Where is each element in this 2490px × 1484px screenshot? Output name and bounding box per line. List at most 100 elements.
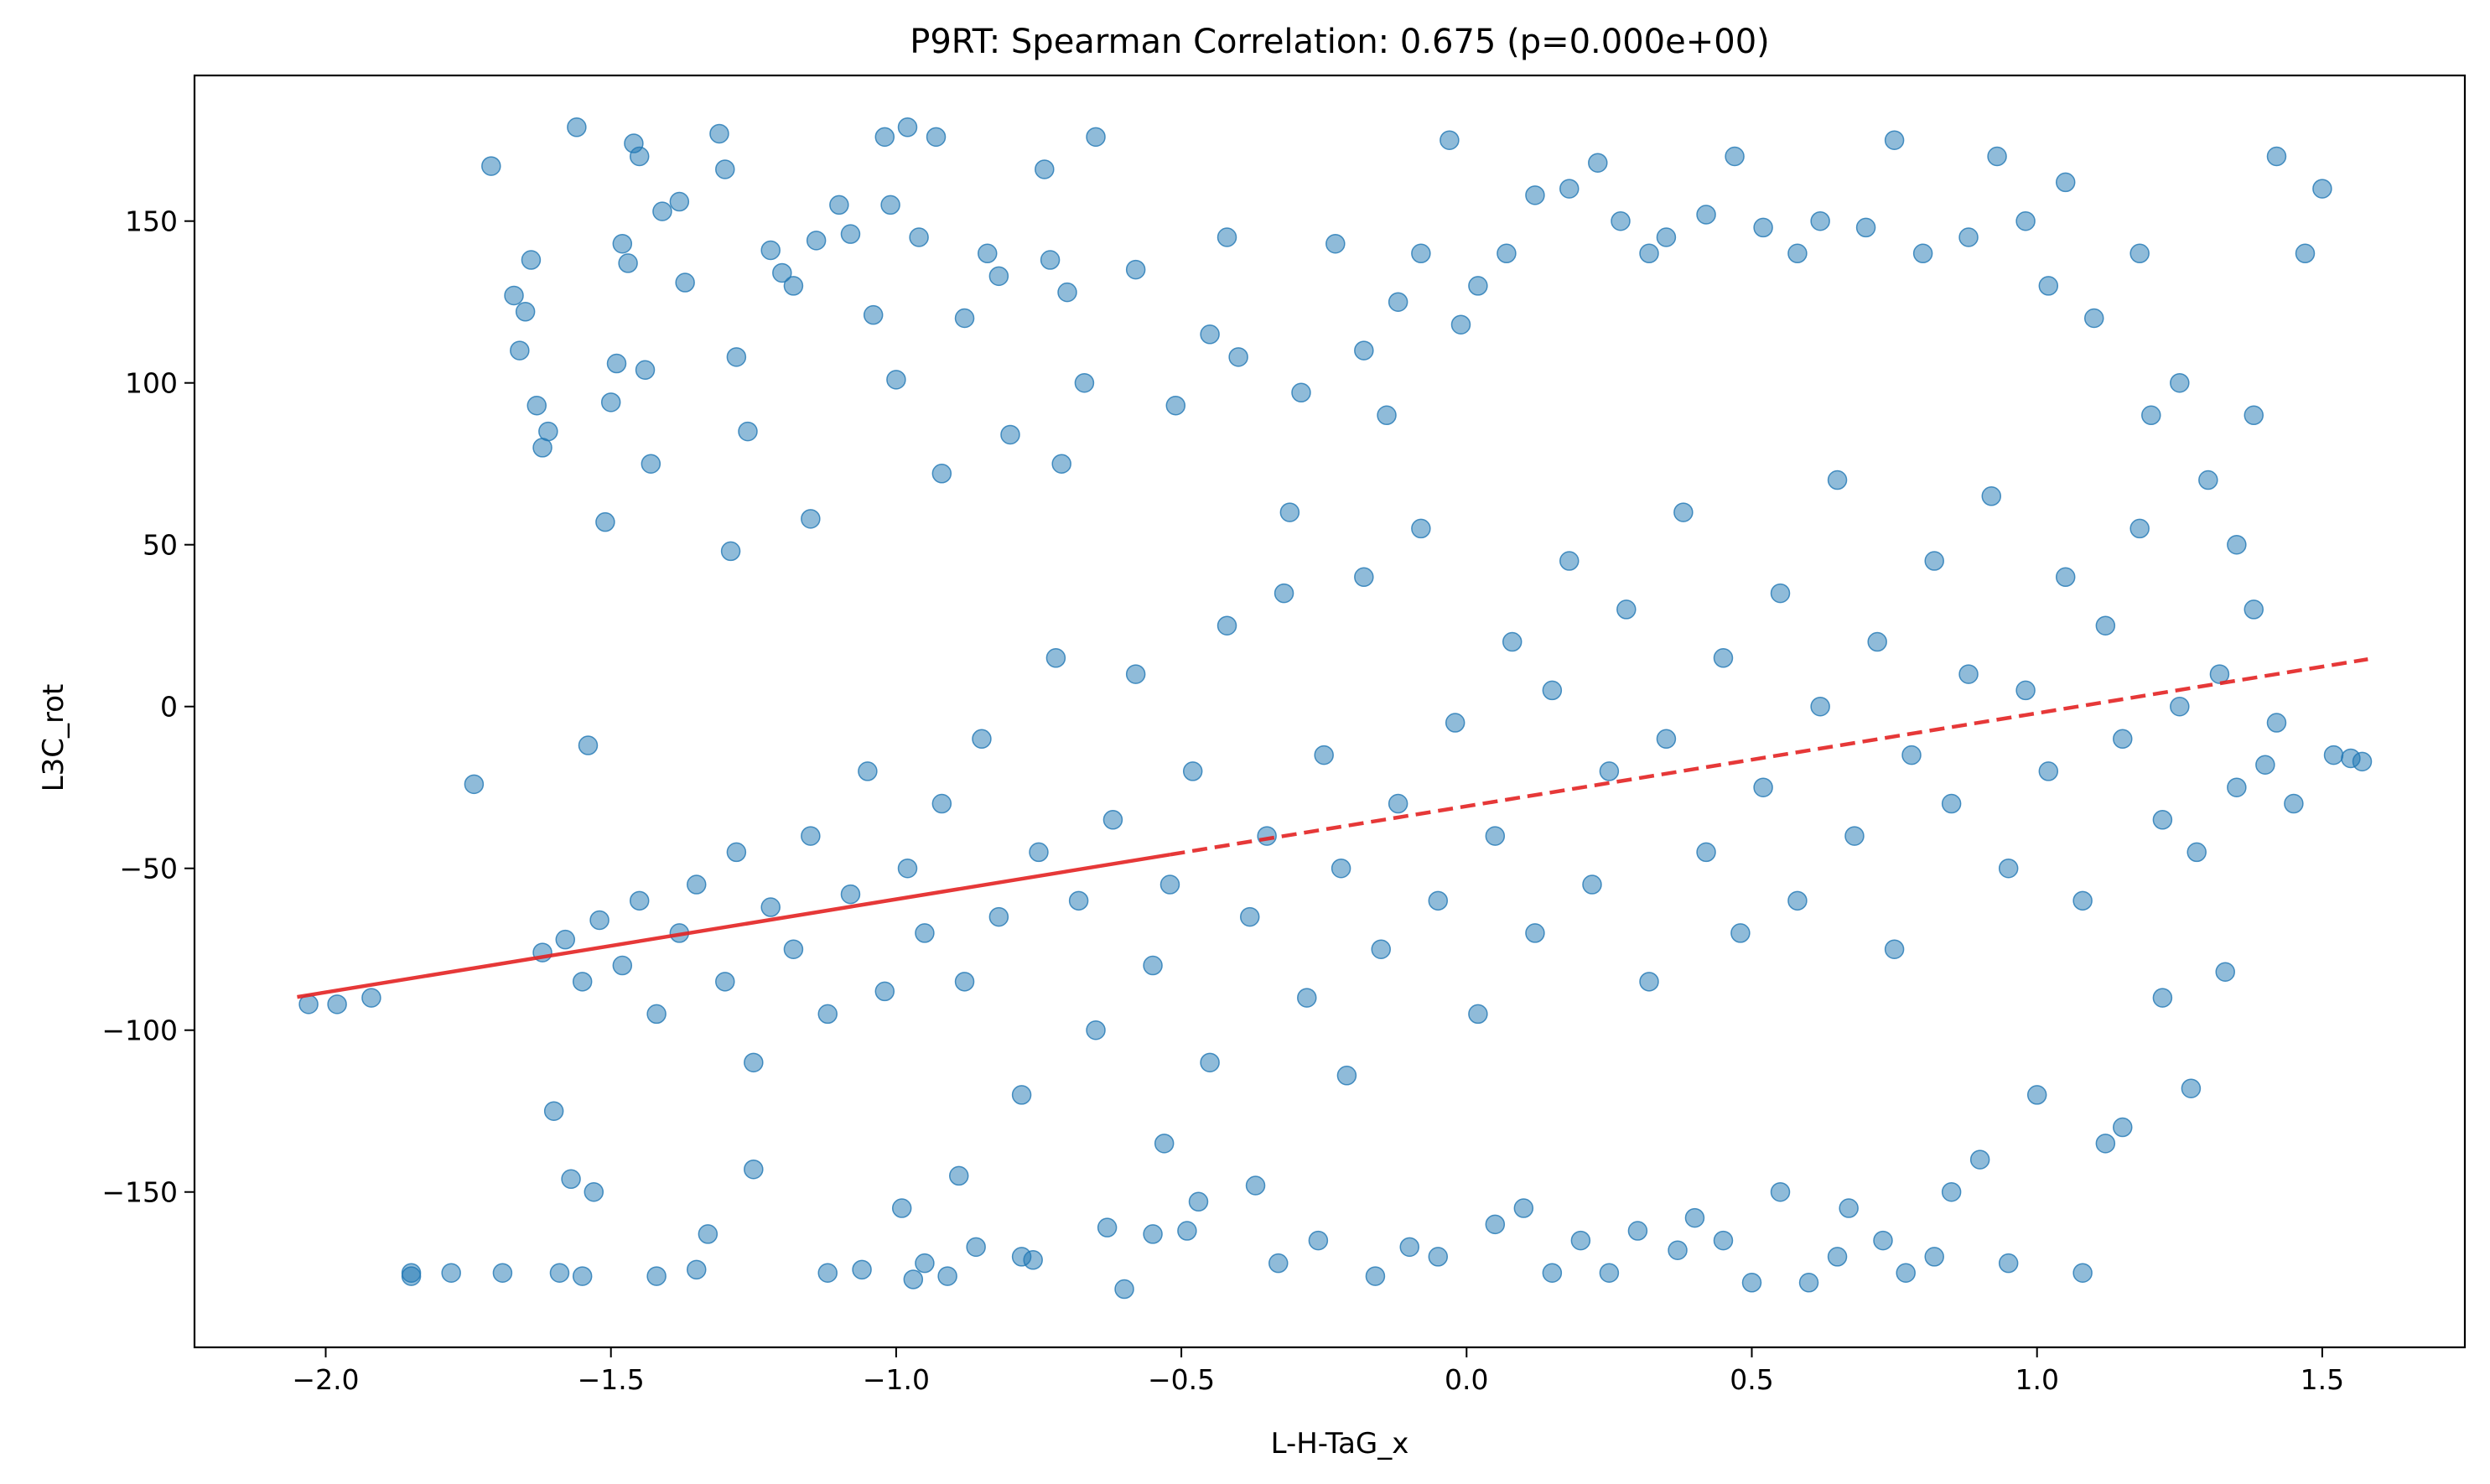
scatter-point	[1827, 1247, 1848, 1267]
plot-frame	[193, 74, 2467, 1349]
scatter-point	[840, 884, 861, 905]
scatter-point	[1377, 405, 1397, 426]
scatter-point	[1810, 696, 1830, 717]
scatter-point	[1941, 1181, 1962, 1202]
scatter-point	[646, 1266, 667, 1286]
scatter-point	[567, 117, 587, 138]
scatter-point	[1770, 1181, 1791, 1202]
scatter-point	[1308, 1230, 1329, 1251]
y-tick-label: 150	[125, 205, 178, 238]
scatter-point	[806, 231, 827, 251]
scatter-point	[926, 127, 947, 148]
scatter-point	[801, 826, 821, 846]
scatter-point	[612, 955, 633, 976]
scatter-point	[801, 509, 821, 529]
scatter-point	[1291, 382, 1311, 403]
scatter-point	[1216, 615, 1237, 636]
scatter-point	[1428, 1247, 1449, 1267]
scatter-point	[1713, 648, 1734, 668]
scatter-point	[1611, 210, 1631, 231]
scatter-point	[1040, 250, 1061, 270]
scatter-point	[1941, 793, 1962, 814]
scatter-point	[1656, 227, 1677, 247]
scatter-point	[863, 304, 884, 325]
scatter-point	[1924, 551, 1944, 571]
scatter-point	[1428, 890, 1449, 911]
scatter-point	[760, 897, 781, 917]
scatter-point	[2244, 405, 2264, 426]
scatter-point	[1725, 146, 1745, 167]
scatter-point	[891, 1198, 912, 1218]
scatter-point	[783, 276, 804, 296]
scatter-point	[1411, 518, 1431, 539]
scatter-point	[675, 272, 695, 293]
scatter-point	[555, 929, 576, 950]
scatter-point	[909, 227, 929, 247]
scatter-point	[1388, 793, 1408, 814]
x-tick-label: −1.5	[578, 1363, 645, 1396]
scatter-point	[1182, 761, 1203, 781]
scatter-point	[1200, 324, 1220, 345]
scatter-point	[2227, 777, 2247, 797]
scatter-point	[1525, 923, 1545, 943]
scatter-point	[1684, 1207, 1705, 1228]
x-tick-label: 0.0	[1445, 1363, 1488, 1396]
scatter-point	[1542, 680, 1563, 701]
scatter-point	[840, 224, 861, 244]
x-axis-label: L-H-TaG_x	[1271, 1427, 1409, 1461]
scatter-point	[1713, 1230, 1734, 1251]
scatter-point	[858, 761, 878, 781]
scatter-point	[1011, 1085, 1032, 1105]
scatter-point	[744, 1159, 764, 1180]
scatter-point	[886, 370, 906, 390]
scatter-point	[1924, 1247, 1944, 1267]
scatter-point	[1051, 454, 1071, 474]
scatter-point	[2152, 988, 2173, 1008]
scatter-point	[1068, 890, 1089, 911]
scatter-point	[1673, 502, 1694, 522]
scatter-point	[1188, 1191, 1209, 1212]
scatter-point	[1388, 292, 1408, 312]
scatter-point	[1331, 858, 1351, 879]
scatter-point	[2323, 745, 2344, 765]
scatter-point	[2352, 751, 2373, 772]
x-tick-label: −0.5	[1148, 1363, 1215, 1396]
scatter-point	[652, 201, 672, 221]
scatter-point	[852, 1259, 872, 1280]
scatter-point	[1239, 906, 1260, 927]
scatter-point	[1485, 826, 1506, 846]
y-tick-label: 50	[143, 529, 178, 562]
scatter-point	[464, 774, 485, 795]
scatter-point	[1570, 1230, 1591, 1251]
scatter-point	[1143, 955, 1163, 976]
scatter-point	[1336, 1066, 1357, 1086]
scatter-point	[2113, 1117, 2133, 1138]
scatter-point	[1468, 1004, 1488, 1025]
scatter-point	[1855, 217, 1876, 238]
scatter-point	[2015, 210, 2036, 231]
scatter-point	[1165, 395, 1186, 416]
scatter-point	[1216, 227, 1237, 247]
scatter-point	[1440, 130, 1460, 150]
scatter-point	[1102, 810, 1123, 830]
scatter-point	[589, 910, 610, 931]
scatter-point	[2255, 755, 2275, 775]
scatter-point	[1045, 648, 1066, 668]
scatter-point	[715, 159, 735, 179]
scatter-point	[687, 874, 707, 895]
scatter-point	[1998, 1253, 2019, 1274]
scatter-point	[1839, 1198, 1859, 1218]
scatter-point	[606, 353, 627, 374]
scatter-point	[2038, 761, 2059, 781]
scatter-point	[572, 972, 593, 992]
scatter-point	[1588, 153, 1608, 173]
scatter-point	[1639, 243, 1659, 264]
scatter-point	[1987, 146, 2007, 167]
scatter-point	[1297, 988, 1317, 1008]
scatter-point	[2181, 1078, 2202, 1098]
scatter-point	[1411, 243, 1431, 264]
scatter-point	[578, 735, 599, 755]
y-tick-label: 0	[160, 691, 178, 724]
scatter-point	[1000, 424, 1020, 445]
